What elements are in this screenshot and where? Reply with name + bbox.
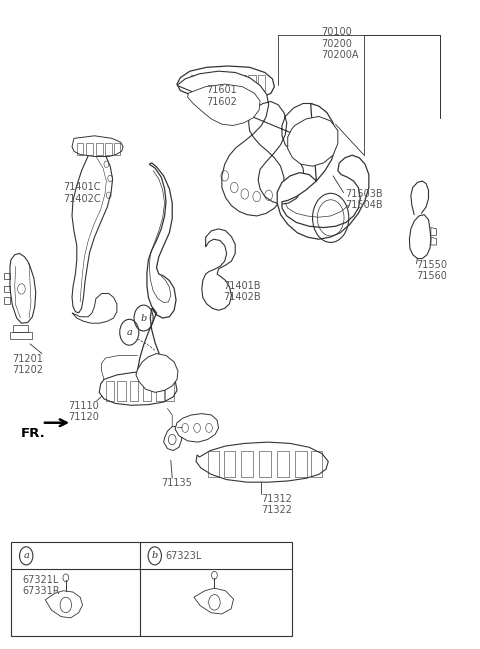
Polygon shape bbox=[177, 66, 275, 101]
Text: 71110
71120: 71110 71120 bbox=[68, 400, 99, 422]
Text: 71135: 71135 bbox=[161, 478, 192, 488]
Text: b: b bbox=[141, 313, 147, 323]
Text: 71201
71202: 71201 71202 bbox=[12, 354, 43, 375]
Bar bbox=[117, 382, 126, 400]
Bar bbox=[311, 451, 322, 477]
Text: 70100
70200
70200A: 70100 70200 70200A bbox=[321, 27, 359, 60]
Bar bbox=[295, 451, 307, 477]
Text: 71312
71322: 71312 71322 bbox=[262, 494, 292, 515]
Text: 71401C
71402C: 71401C 71402C bbox=[63, 182, 101, 204]
Text: FR.: FR. bbox=[21, 426, 45, 439]
Bar bbox=[96, 143, 103, 154]
Text: a: a bbox=[23, 552, 29, 560]
Bar bbox=[277, 451, 288, 477]
Bar bbox=[200, 75, 208, 95]
Polygon shape bbox=[137, 163, 176, 397]
Bar bbox=[106, 382, 115, 400]
Polygon shape bbox=[164, 426, 182, 450]
Polygon shape bbox=[188, 84, 260, 125]
Bar bbox=[219, 75, 227, 95]
Polygon shape bbox=[72, 293, 117, 323]
Bar bbox=[210, 75, 217, 95]
Bar bbox=[130, 382, 138, 400]
Polygon shape bbox=[72, 136, 123, 156]
Text: 71503B
71504B: 71503B 71504B bbox=[345, 189, 383, 210]
Polygon shape bbox=[277, 103, 369, 239]
Text: 71601
71602: 71601 71602 bbox=[206, 86, 238, 107]
Polygon shape bbox=[196, 442, 328, 482]
Bar bbox=[165, 382, 174, 400]
Text: 67323L: 67323L bbox=[165, 551, 202, 561]
Polygon shape bbox=[72, 143, 113, 313]
Text: 71401B
71402B: 71401B 71402B bbox=[223, 280, 261, 302]
Polygon shape bbox=[10, 253, 36, 323]
Polygon shape bbox=[409, 215, 431, 258]
Bar bbox=[208, 451, 219, 477]
Text: 71550
71560: 71550 71560 bbox=[417, 260, 447, 282]
Bar bbox=[229, 75, 237, 95]
Bar bbox=[224, 451, 235, 477]
Polygon shape bbox=[288, 116, 338, 166]
Bar bbox=[77, 143, 84, 154]
Bar bbox=[11, 543, 292, 636]
Polygon shape bbox=[99, 373, 177, 405]
Bar bbox=[259, 451, 271, 477]
Bar bbox=[239, 75, 246, 95]
Text: a: a bbox=[126, 328, 132, 337]
Bar bbox=[241, 451, 253, 477]
Bar bbox=[248, 75, 256, 95]
Bar bbox=[258, 75, 265, 95]
Bar bbox=[86, 143, 93, 154]
Polygon shape bbox=[177, 71, 322, 216]
Bar bbox=[106, 143, 112, 154]
Text: 67321L
67331R: 67321L 67331R bbox=[23, 574, 60, 596]
Bar bbox=[143, 382, 151, 400]
Polygon shape bbox=[136, 354, 178, 393]
Polygon shape bbox=[175, 413, 218, 442]
Polygon shape bbox=[202, 229, 235, 310]
Bar bbox=[191, 75, 199, 95]
Text: b: b bbox=[152, 552, 158, 560]
Bar bbox=[156, 382, 164, 400]
Bar bbox=[114, 143, 120, 154]
